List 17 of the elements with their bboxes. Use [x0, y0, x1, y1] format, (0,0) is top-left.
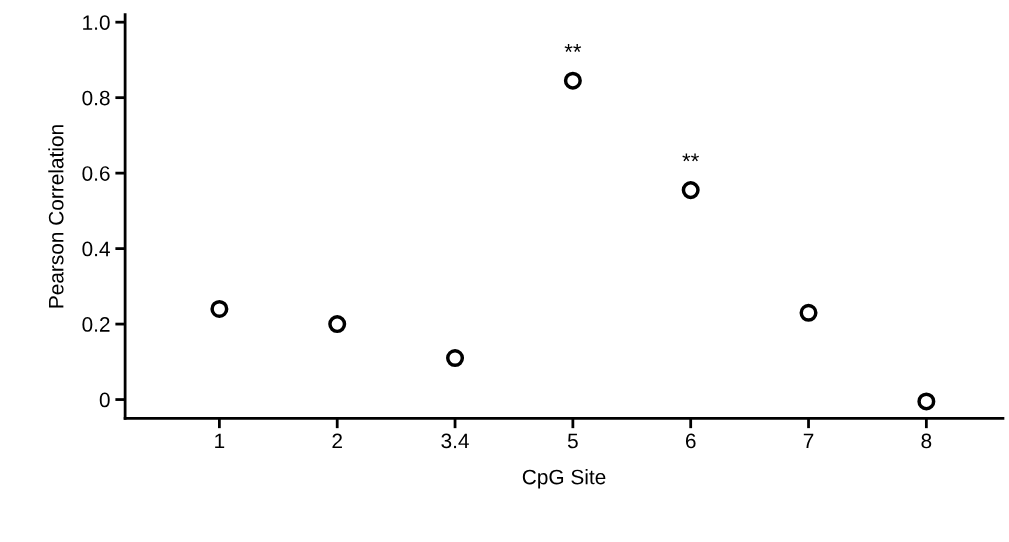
y-tick-label: 0.8 — [82, 90, 110, 106]
x-tick-label: 5 — [567, 433, 578, 449]
x-tick-label: 3.4 — [441, 433, 469, 449]
y-tick-label: 0.4 — [82, 241, 110, 257]
x-tick-label: 8 — [921, 433, 932, 449]
y-tick-label: 0 — [99, 392, 110, 408]
annotation: ** — [682, 153, 699, 162]
x-axis-title: CpG Site — [522, 469, 606, 489]
annotation: ** — [564, 44, 582, 52]
y-tick-label: 0.2 — [82, 317, 110, 332]
y-axis-title: Pearson Correlation — [48, 125, 64, 308]
x-tick-label: 2 — [332, 433, 342, 449]
x-tick-label: 7 — [803, 433, 814, 449]
y-tick-label: 0.6 — [82, 166, 110, 181]
y-tick-label: 1.0 — [83, 15, 110, 30]
x-tick-label: 6 — [685, 433, 696, 449]
x-tick-label: 1 — [215, 433, 225, 449]
